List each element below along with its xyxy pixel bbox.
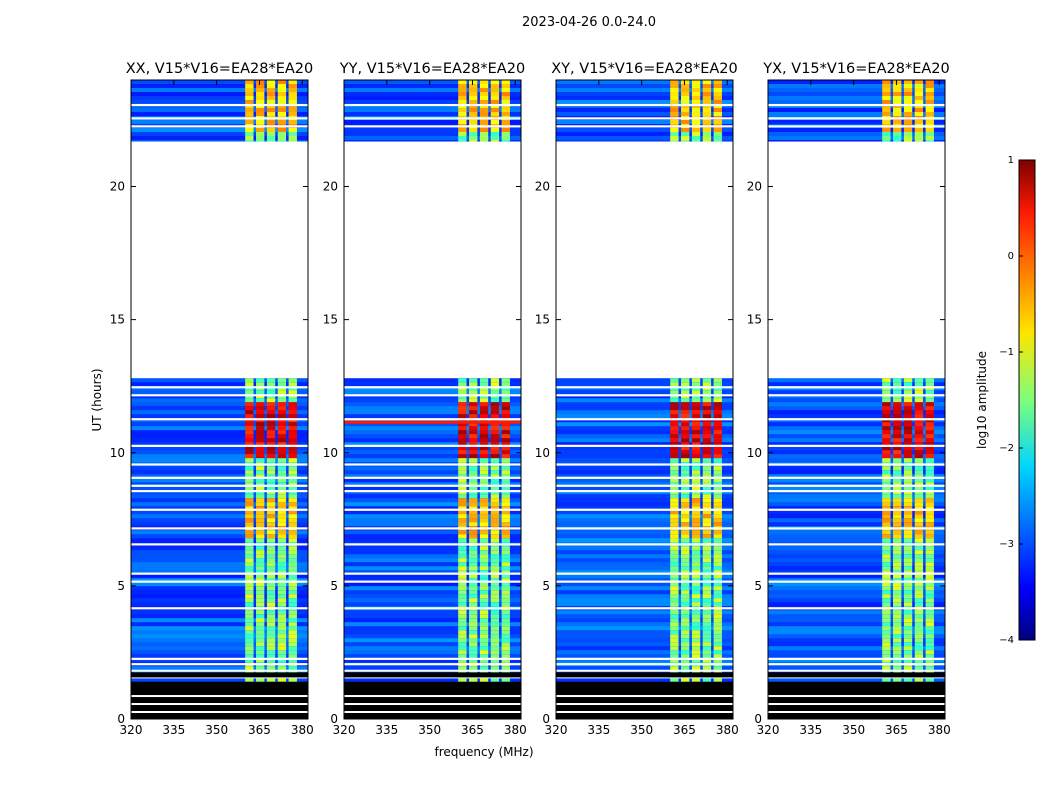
y-tick-label: 20 bbox=[323, 180, 338, 194]
y-tick-label: 20 bbox=[110, 180, 125, 194]
waterfall-image bbox=[768, 80, 945, 719]
panels: XX, V15*V16=EA28*EA20 320 335 350 365 380 0 5 10… bbox=[110, 61, 951, 737]
x-tick-label: 320 bbox=[757, 723, 780, 737]
x-tick-label: 365 bbox=[673, 723, 696, 737]
x-tick-label: 380 bbox=[504, 723, 527, 737]
y-tick-label: 0 bbox=[330, 712, 338, 726]
y-axis-label: UT (hours) bbox=[90, 368, 104, 431]
x-axis-label: frequency (MHz) bbox=[434, 745, 533, 759]
panel-title: XX, V15*V16=EA28*EA20 bbox=[126, 61, 314, 77]
y-tick-label: 20 bbox=[535, 180, 550, 194]
y-tick-label: 0 bbox=[754, 712, 762, 726]
colorbar-tick-label: 1 bbox=[1008, 155, 1014, 166]
panel-frame bbox=[130, 79, 309, 720]
x-tick-label: 335 bbox=[375, 723, 398, 737]
x-tick-label: 320 bbox=[333, 723, 356, 737]
waterfall-image bbox=[344, 80, 521, 719]
figure-suptitle: 2023-04-26 0.0-24.0 bbox=[522, 15, 656, 30]
colorbar-tick-label: −3 bbox=[999, 539, 1014, 550]
x-tick-label: 365 bbox=[248, 723, 271, 737]
panel-3: YX, V15*V16=EA28*EA20 320 335 350 365 380 0 5 10… bbox=[747, 61, 951, 737]
x-tick-label: 380 bbox=[291, 723, 314, 737]
y-tick-label: 5 bbox=[117, 579, 125, 593]
y-tick-label: 5 bbox=[754, 579, 762, 593]
x-tick-label: 350 bbox=[842, 723, 865, 737]
x-tick-label: 320 bbox=[545, 723, 568, 737]
x-tick-label: 335 bbox=[799, 723, 822, 737]
y-tick-label: 5 bbox=[330, 579, 338, 593]
colorbar: 1 0 −1 −2 −3 −4 log10 amplitude bbox=[975, 155, 1036, 646]
colorbar-tick-label: −2 bbox=[999, 443, 1014, 454]
colorbar-tick-label: −1 bbox=[999, 347, 1014, 358]
colorbar-gradient bbox=[1018, 159, 1036, 641]
y-tick-label: 0 bbox=[117, 712, 125, 726]
panel-0: XX, V15*V16=EA28*EA20 320 335 350 365 380 0 5 10… bbox=[110, 61, 314, 737]
panel-frame bbox=[555, 79, 734, 720]
x-tick-label: 380 bbox=[716, 723, 739, 737]
x-tick-label: 365 bbox=[461, 723, 484, 737]
colorbar-tick-label: 0 bbox=[1008, 251, 1014, 262]
y-tick-label: 15 bbox=[110, 313, 125, 327]
panel-title: YX, V15*V16=EA28*EA20 bbox=[762, 61, 949, 77]
panel-1: YY, V15*V16=EA28*EA20 320 335 350 365 380 0 5 10… bbox=[323, 61, 527, 737]
colorbar-tick-label: −4 bbox=[999, 635, 1014, 646]
waterfall-image bbox=[131, 80, 308, 719]
x-tick-label: 365 bbox=[885, 723, 908, 737]
x-tick-label: 320 bbox=[120, 723, 143, 737]
y-tick-label: 5 bbox=[542, 579, 550, 593]
y-tick-label: 15 bbox=[747, 313, 762, 327]
y-tick-label: 10 bbox=[535, 446, 550, 460]
panel-2: XY, V15*V16=EA28*EA20 320 335 350 365 380 0 5 10… bbox=[535, 61, 739, 737]
colorbar-label: log10 amplitude bbox=[975, 351, 989, 449]
panel-frame bbox=[767, 79, 946, 720]
x-tick-label: 350 bbox=[418, 723, 441, 737]
x-tick-label: 335 bbox=[162, 723, 185, 737]
y-tick-label: 10 bbox=[747, 446, 762, 460]
y-tick-label: 15 bbox=[323, 313, 338, 327]
panel-title: XY, V15*V16=EA28*EA20 bbox=[551, 61, 737, 77]
panel-frame bbox=[343, 79, 522, 720]
waterfall-image bbox=[556, 80, 733, 719]
y-tick-label: 20 bbox=[747, 180, 762, 194]
x-tick-label: 380 bbox=[928, 723, 951, 737]
y-tick-label: 10 bbox=[110, 446, 125, 460]
panel-title: YY, V15*V16=EA28*EA20 bbox=[339, 61, 525, 77]
x-tick-label: 350 bbox=[205, 723, 228, 737]
x-tick-label: 350 bbox=[630, 723, 653, 737]
y-tick-label: 15 bbox=[535, 313, 550, 327]
y-tick-label: 10 bbox=[323, 446, 338, 460]
x-tick-label: 335 bbox=[587, 723, 610, 737]
y-tick-label: 0 bbox=[542, 712, 550, 726]
